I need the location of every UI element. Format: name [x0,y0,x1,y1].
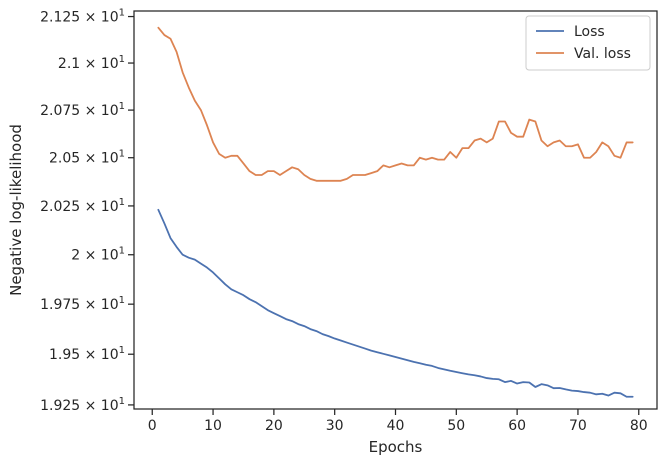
y-axis-label: Negative log-likelihood [7,124,25,296]
x-tick-label-0: 0 [148,418,157,434]
x-tick-label-30: 30 [326,418,344,434]
x-axis: 0 10 20 30 40 50 60 70 80 [148,409,648,434]
y-tick-mantissa: 1.95 [49,347,85,363]
y-tick-label-2.05: 2.05 × 101 [49,149,125,167]
y-tick-exponent: 1 [119,8,125,19]
x-tick-label-70: 70 [569,418,587,434]
y-tick-exponent: 1 [119,295,125,306]
y-tick-mantissa: 2 [71,248,84,264]
y-tick-mantissa: 1.975 [40,297,85,313]
y-tick-base: × 10 [85,151,119,167]
x-tick-label-60: 60 [508,418,526,434]
y-tick-exponent: 1 [119,149,125,160]
y-tick-exponent: 1 [119,345,125,356]
x-tick-label-10: 10 [204,418,222,434]
y-tick-exponent: 1 [119,197,125,208]
y-tick-base: × 10 [85,199,119,215]
y-tick-label-2: 2 × 101 [71,246,125,264]
x-tick-label-50: 50 [447,418,465,434]
y-tick-label-1.95: 1.95 × 101 [49,345,125,363]
y-tick-base: × 10 [85,347,119,363]
y-tick-label-2.025: 2.025 × 101 [40,197,125,215]
series-layer [157,26,634,398]
y-tick-base: × 10 [85,10,119,26]
x-tick-label-80: 80 [630,418,648,434]
y-tick-mantissa: 2.025 [40,199,85,215]
y-tick-base: × 10 [85,398,119,414]
y-tick-label-2.075: 2.075 × 101 [40,101,125,119]
y-tick-mantissa: 2.1 [58,56,85,72]
y-tick-label-2.1: 2.1 × 101 [58,54,125,72]
y-tick-exponent: 1 [119,54,125,65]
x-axis-label: Epochs [369,438,423,456]
y-tick-label-2.125: 2.125 × 101 [40,8,125,26]
y-tick-base: × 10 [85,248,119,264]
legend: Loss Val. loss [525,15,651,71]
y-tick-base: × 10 [85,56,119,72]
y-tick-mantissa: 1.925 [40,398,85,414]
y-tick-mantissa: 2.05 [49,151,85,167]
y-tick-exponent: 1 [119,396,125,407]
legend-box [525,15,651,71]
x-tick-label-40: 40 [387,418,405,434]
y-tick-label-1.975: 1.975 × 101 [40,295,125,313]
series-line-val-loss [157,26,634,182]
legend-label-val-loss: Val. loss [574,46,631,62]
y-tick-mantissa: 2.125 [40,10,85,26]
y-tick-exponent: 1 [119,101,125,112]
series-line-loss [157,208,634,398]
legend-label-loss: Loss [574,24,605,40]
y-tick-mantissa: 2.075 [40,103,85,119]
y-tick-base: × 10 [85,297,119,313]
y-tick-exponent: 1 [119,246,125,257]
y-tick-base: × 10 [85,103,119,119]
x-tick-label-20: 20 [265,418,283,434]
axes-frame [133,10,658,410]
y-tick-label-1.925: 1.925 × 101 [40,396,125,414]
